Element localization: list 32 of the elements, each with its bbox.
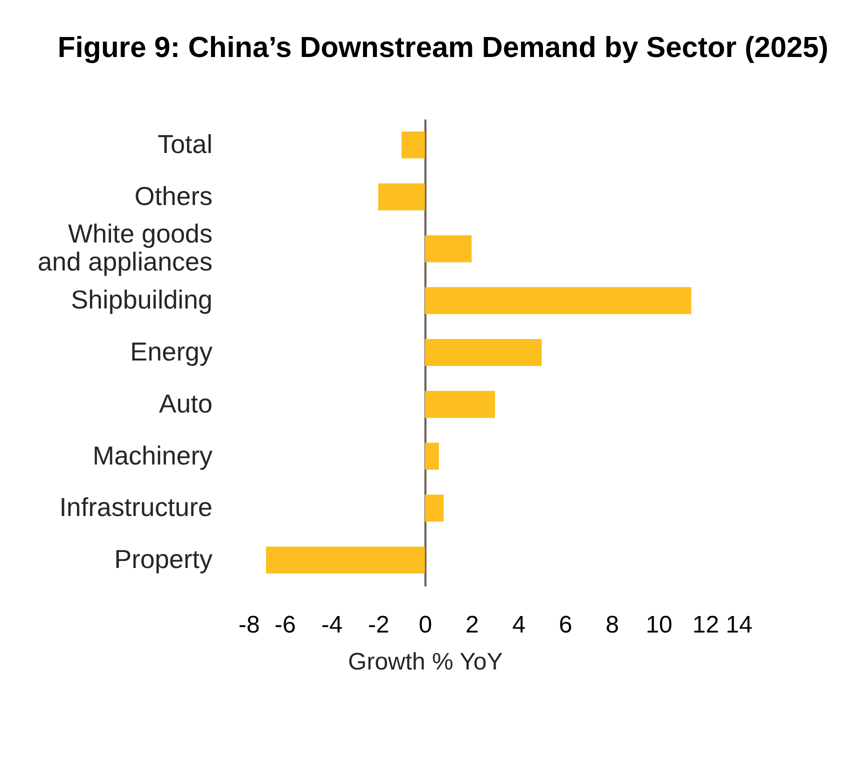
bar: [424, 287, 692, 314]
y-tick-label: White goods and appliances: [38, 218, 212, 277]
bar: [424, 494, 444, 522]
y-tick-label: Others: [134, 180, 212, 211]
y-tick-label: Infrastructure: [59, 492, 212, 522]
bar: [424, 442, 439, 470]
bar: [424, 339, 542, 366]
x-tick-label: -4: [321, 612, 343, 638]
x-axis-title: Growth % YoY: [348, 648, 503, 676]
y-tick-label: Property: [114, 544, 212, 574]
bar: [424, 235, 472, 262]
x-tick-label: 12: [692, 612, 720, 638]
bar: [424, 390, 495, 418]
y-tick-label: Auto: [159, 388, 212, 418]
y-tick-label: Machinery: [92, 440, 212, 470]
x-tick-label: -2: [368, 612, 390, 638]
x-tick-label: 0: [418, 612, 432, 638]
x-tick-label: -6: [274, 612, 296, 638]
bar: [402, 131, 425, 158]
x-tick-label: 6: [558, 612, 572, 638]
y-tick-label: Total: [158, 128, 212, 159]
x-tick-label: 8: [606, 612, 619, 638]
chart-title: Figure 9: China’s Downstream Demand by Sector (2025): [58, 32, 828, 64]
y-tick-label: Shipbuilding: [70, 284, 212, 315]
y-tick-label: Energy: [130, 336, 212, 366]
x-tick-label: 10: [646, 612, 672, 638]
x-tick-label: 4: [512, 612, 526, 638]
x-tick-label: 14: [726, 612, 752, 638]
x-tick-label: 2: [465, 612, 479, 638]
x-tick-label: -8: [238, 612, 260, 638]
bar: [378, 183, 425, 210]
bar: [266, 546, 425, 574]
